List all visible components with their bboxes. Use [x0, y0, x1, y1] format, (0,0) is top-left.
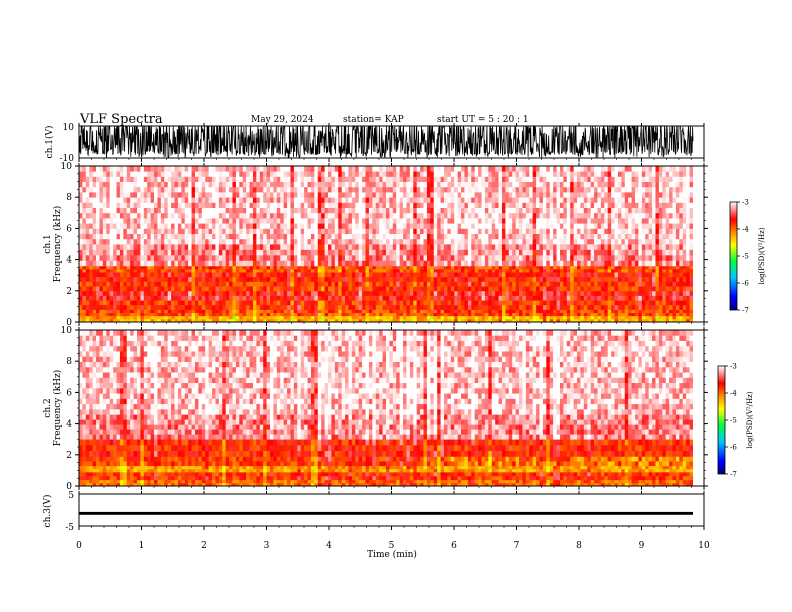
time-tick-10: 10 [698, 541, 710, 551]
ch1-colorbar: -3 -4 -5 -6 -7 log(PSD)(V²/Hz) [729, 199, 766, 315]
time-axis-label: Time (min) [367, 549, 417, 560]
ch1-colorbar-tick-1: -4 [742, 226, 749, 234]
time-tick-7: 7 [514, 541, 520, 551]
ch2-spectrogram-ytick-4: 8 [66, 357, 72, 367]
ch1-waveform-panel: 10 -10 ch.1(V) [44, 123, 705, 164]
ch2-spectrogram-ytick-1: 2 [66, 451, 72, 461]
ch2-colorbar-tick-0: -3 [730, 363, 737, 371]
ch1-ytick-top: 10 [63, 123, 75, 133]
ch3-waveform-panel: 5 -5 ch.3(V) [42, 491, 705, 533]
ch3-ytick-bottom: -5 [65, 523, 74, 533]
time-tick-0: 0 [76, 541, 82, 551]
ch2-colorbar-tick-3: -6 [730, 444, 737, 452]
time-tick-2: 2 [201, 541, 207, 551]
ch1-ylabel-channel: ch.1 [43, 234, 53, 253]
ch1-spectrogram-ytick-1: 2 [66, 287, 72, 297]
time-axis: 0 1 2 3 4 5 6 7 8 9 10 [76, 123, 710, 551]
date-label: May 29, 2024 [251, 115, 314, 125]
ch2-frequency-ylabel: Frequency (kHz) [52, 370, 63, 447]
ch2-spectrogram-ytick-3: 6 [66, 388, 72, 398]
ch1-frequency-axis: 0 2 4 6 8 10 [61, 162, 708, 328]
time-tick-4: 4 [326, 541, 332, 551]
time-tick-9: 9 [639, 541, 645, 551]
ch1-colorbar-tick-0: -3 [742, 199, 749, 207]
ch1-spectrogram-ytick-4: 8 [66, 193, 72, 203]
ch1-waveform-trace [78, 125, 694, 159]
ch2-colorbar-tick-4: -7 [730, 471, 737, 479]
ch1-frequency-ylabel: Frequency (kHz) [52, 206, 63, 283]
ch3-waveform-ylabel: ch.3(V) [42, 495, 53, 528]
ch1-spectrogram-panel: 0 2 4 6 8 10 ch.1 Frequency (kHz) [43, 162, 708, 328]
ch2-spectrogram-ytick-0: 0 [66, 482, 72, 492]
ch2-colorbar-tick-1: -4 [730, 390, 737, 398]
ch2-colorbar-tick-2: -5 [730, 417, 737, 425]
ch1-colorbar-tick-2: -5 [742, 253, 749, 261]
ch1-spectrogram-ytick-3: 6 [66, 224, 72, 234]
ch3-ytick-top: 5 [68, 491, 74, 501]
ch2-spectrogram-panel: 0 2 4 6 8 10 ch.2 Frequency (kHz) [43, 326, 708, 492]
time-tick-1: 1 [139, 541, 145, 551]
time-tick-6: 6 [451, 541, 457, 551]
ch2-ylabel-channel: ch.2 [43, 398, 53, 417]
ch2-spectrogram-ytick-2: 4 [66, 420, 72, 430]
ch1-spectrogram-ytick-0: 0 [66, 318, 72, 328]
station-label: station= KAP [343, 115, 404, 125]
ch1-colorbar-ticks: -3 -4 -5 -6 -7 [737, 199, 749, 315]
ch1-colorbar-label: log(PSD)(V²/Hz) [758, 227, 766, 284]
ch2-colorbar: -3 -4 -5 -6 -7 log(PSD)(V²/Hz) [717, 363, 754, 479]
time-tick-5: 5 [389, 541, 395, 551]
ch2-colorbar-label: log(PSD)(V²/Hz) [746, 391, 754, 448]
time-tick-8: 8 [576, 541, 582, 551]
ch1-spectrogram-ytick-5: 10 [61, 162, 73, 172]
ch2-frequency-axis: 0 2 4 6 8 10 [61, 326, 708, 492]
ch1-waveform-ylabel: ch.1(V) [44, 126, 55, 159]
ch3-waveform-trace [79, 511, 693, 515]
ch1-spectrogram-image [79, 166, 704, 323]
ch1-colorbar-tick-4: -7 [742, 307, 749, 315]
ch1-ytick-bottom: -10 [60, 154, 75, 164]
ch2-spectrogram-image [79, 330, 704, 487]
ch1-colorbar-tick-3: -6 [742, 280, 749, 288]
ch2-spectrogram-ytick-5: 10 [61, 326, 73, 336]
ch1-spectrogram-ytick-2: 4 [66, 256, 72, 266]
start-time-label: start UT = 5 : 20 : 1 [437, 115, 529, 125]
ch2-colorbar-ticks: -3 -4 -5 -6 -7 [725, 363, 737, 479]
time-tick-3: 3 [264, 541, 270, 551]
